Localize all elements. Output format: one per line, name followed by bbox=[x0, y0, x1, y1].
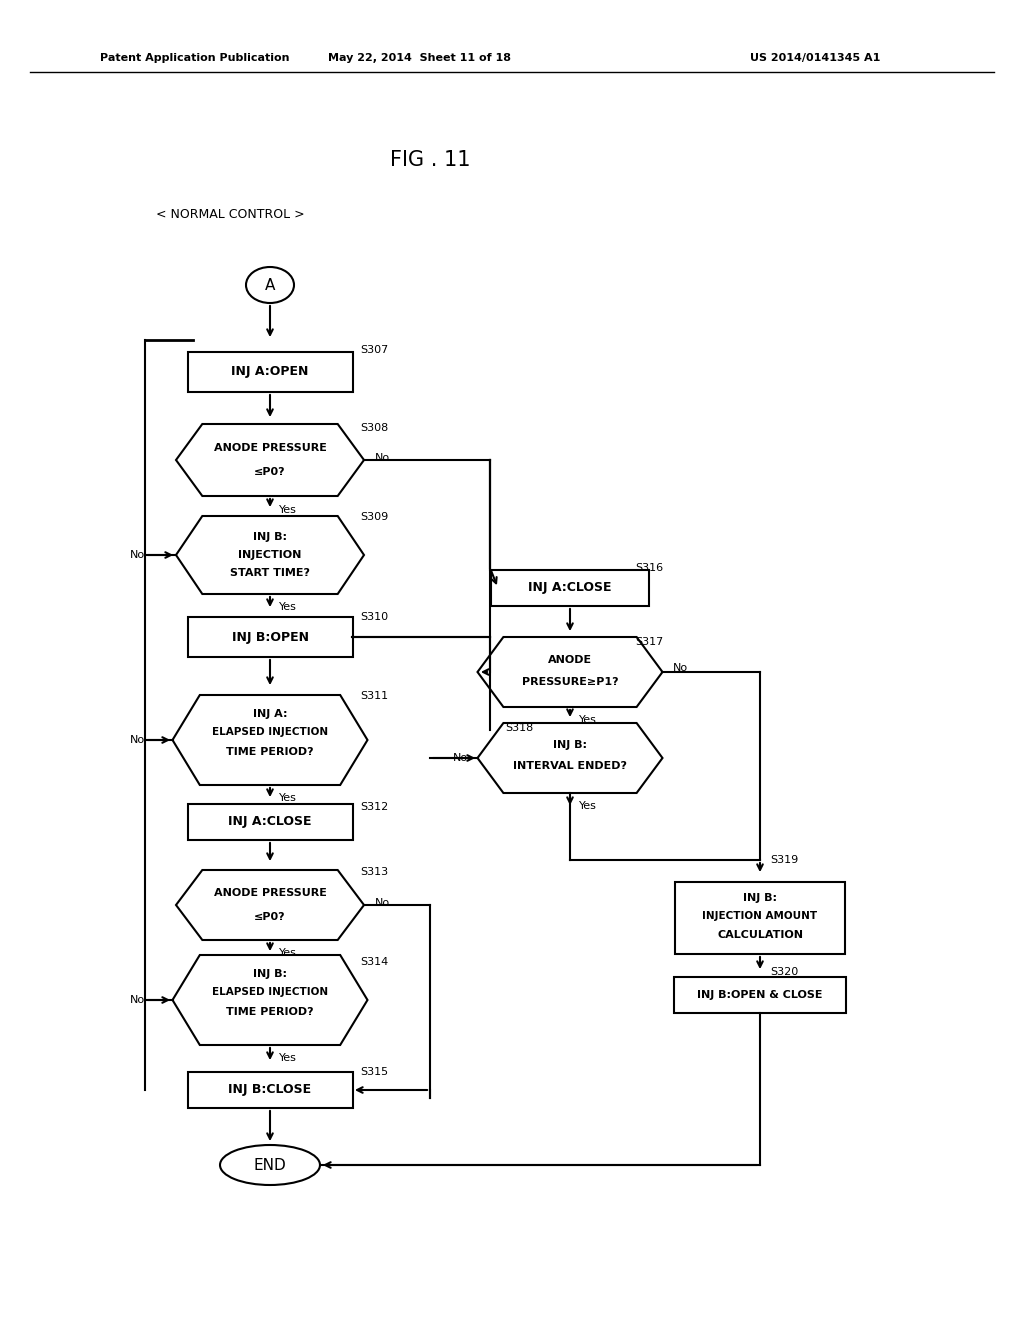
Text: Yes: Yes bbox=[280, 793, 297, 803]
Text: May 22, 2014  Sheet 11 of 18: May 22, 2014 Sheet 11 of 18 bbox=[329, 53, 512, 63]
Bar bbox=[187, 804, 352, 840]
Text: No: No bbox=[453, 752, 468, 763]
Text: Yes: Yes bbox=[280, 1053, 297, 1063]
Text: No: No bbox=[130, 735, 145, 744]
Text: INJ A:: INJ A: bbox=[253, 709, 288, 719]
Text: No: No bbox=[375, 453, 390, 463]
Text: S319: S319 bbox=[770, 855, 799, 865]
Text: INJ A:OPEN: INJ A:OPEN bbox=[231, 366, 308, 379]
Bar bbox=[187, 352, 352, 392]
Text: Yes: Yes bbox=[579, 715, 597, 725]
Text: US 2014/0141345 A1: US 2014/0141345 A1 bbox=[750, 53, 881, 63]
Text: ANODE PRESSURE: ANODE PRESSURE bbox=[214, 444, 327, 453]
Bar bbox=[490, 570, 649, 606]
Text: S316: S316 bbox=[635, 564, 664, 573]
Text: < NORMAL CONTROL >: < NORMAL CONTROL > bbox=[156, 209, 304, 222]
Text: ≤P0?: ≤P0? bbox=[254, 912, 286, 921]
Text: INJECTION: INJECTION bbox=[239, 550, 302, 560]
Text: No: No bbox=[130, 550, 145, 560]
Text: TIME PERIOD?: TIME PERIOD? bbox=[226, 747, 313, 756]
Text: PRESSURE≥P1?: PRESSURE≥P1? bbox=[521, 677, 618, 686]
Text: INJ B:: INJ B: bbox=[743, 894, 777, 903]
Text: S309: S309 bbox=[360, 512, 388, 521]
Text: INJ B:OPEN: INJ B:OPEN bbox=[231, 631, 308, 644]
Text: FIG . 11: FIG . 11 bbox=[390, 150, 470, 170]
Text: S315: S315 bbox=[360, 1067, 388, 1077]
Text: S308: S308 bbox=[360, 422, 388, 433]
Text: Yes: Yes bbox=[280, 602, 297, 612]
Text: ANODE: ANODE bbox=[548, 655, 592, 665]
Text: S311: S311 bbox=[360, 690, 388, 701]
Text: No: No bbox=[673, 663, 688, 673]
Text: S307: S307 bbox=[360, 345, 388, 355]
Text: S314: S314 bbox=[360, 957, 388, 968]
Text: S318: S318 bbox=[505, 723, 534, 733]
Text: END: END bbox=[254, 1158, 287, 1172]
Text: S317: S317 bbox=[635, 638, 664, 647]
Text: No: No bbox=[130, 995, 145, 1005]
Text: No: No bbox=[375, 898, 390, 908]
Bar bbox=[675, 882, 845, 954]
Text: S313: S313 bbox=[360, 867, 388, 876]
Text: INJ B:: INJ B: bbox=[553, 741, 587, 750]
Text: CALCULATION: CALCULATION bbox=[717, 931, 803, 940]
Text: ≤P0?: ≤P0? bbox=[254, 467, 286, 477]
Text: INTERVAL ENDED?: INTERVAL ENDED? bbox=[513, 762, 627, 771]
Text: ANODE PRESSURE: ANODE PRESSURE bbox=[214, 888, 327, 898]
Text: S310: S310 bbox=[360, 612, 388, 622]
Text: S312: S312 bbox=[360, 803, 388, 812]
Text: S320: S320 bbox=[770, 968, 799, 977]
Text: ELAPSED INJECTION: ELAPSED INJECTION bbox=[212, 987, 328, 997]
Text: INJ A:CLOSE: INJ A:CLOSE bbox=[228, 816, 311, 829]
Text: Yes: Yes bbox=[579, 801, 597, 810]
Text: INJ B:OPEN & CLOSE: INJ B:OPEN & CLOSE bbox=[697, 990, 822, 1001]
Text: Patent Application Publication: Patent Application Publication bbox=[100, 53, 290, 63]
Text: Yes: Yes bbox=[280, 948, 297, 958]
Text: INJ B:: INJ B: bbox=[253, 532, 287, 543]
Text: ELAPSED INJECTION: ELAPSED INJECTION bbox=[212, 727, 328, 737]
Text: INJ A:CLOSE: INJ A:CLOSE bbox=[528, 582, 611, 594]
Text: INJ B:CLOSE: INJ B:CLOSE bbox=[228, 1084, 311, 1097]
Text: INJECTION AMOUNT: INJECTION AMOUNT bbox=[702, 911, 817, 921]
Text: Yes: Yes bbox=[280, 506, 297, 515]
Text: START TIME?: START TIME? bbox=[230, 568, 310, 578]
Text: TIME PERIOD?: TIME PERIOD? bbox=[226, 1007, 313, 1016]
Text: A: A bbox=[265, 277, 275, 293]
Bar bbox=[674, 977, 846, 1012]
Bar bbox=[187, 1072, 352, 1107]
Bar bbox=[187, 616, 352, 657]
Text: INJ B:: INJ B: bbox=[253, 969, 287, 979]
